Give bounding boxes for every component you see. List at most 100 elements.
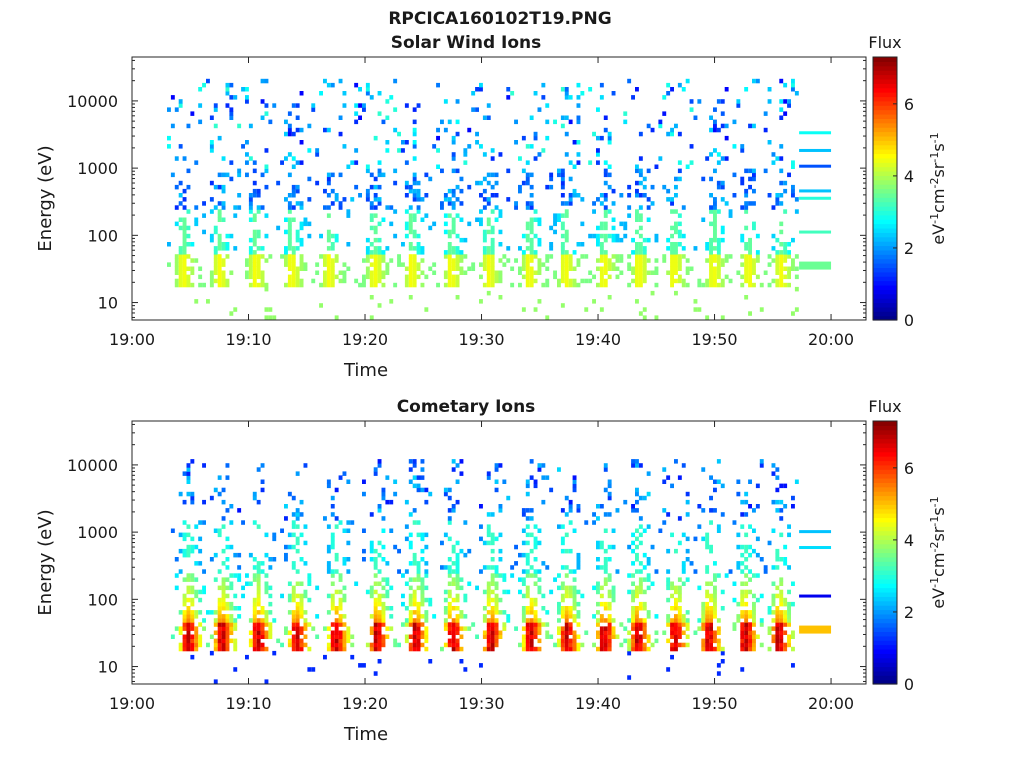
flux-cell bbox=[217, 569, 222, 574]
flux-cell bbox=[752, 622, 756, 627]
flux-cell bbox=[779, 581, 784, 586]
flux-cell bbox=[408, 282, 413, 288]
flux-cell bbox=[720, 659, 725, 664]
flux-cell bbox=[560, 213, 565, 218]
flux-cell bbox=[330, 512, 335, 517]
flux-cell bbox=[377, 266, 382, 271]
flux-cell bbox=[599, 246, 604, 251]
flux-cell bbox=[194, 205, 199, 210]
flux-cell bbox=[490, 148, 495, 153]
flux-cell bbox=[716, 282, 721, 288]
flux-cell bbox=[576, 258, 581, 263]
colorbar-segment bbox=[873, 460, 897, 466]
flux-cell bbox=[599, 95, 604, 100]
flux-cell bbox=[716, 459, 721, 464]
colorbar-segment bbox=[873, 464, 897, 470]
flux-cell bbox=[560, 626, 565, 631]
flux-cell bbox=[635, 491, 639, 497]
flux-cell bbox=[580, 278, 585, 284]
flux-cell bbox=[182, 197, 187, 202]
flux-cell bbox=[498, 504, 503, 509]
flux-cell bbox=[603, 282, 608, 288]
flux-cell bbox=[666, 548, 671, 554]
y-tick-label: 10000 bbox=[67, 92, 118, 111]
flux-cell bbox=[787, 242, 791, 247]
flux-cell bbox=[775, 622, 780, 627]
flux-cell bbox=[443, 532, 448, 538]
flux-cell bbox=[580, 221, 585, 227]
flux-cell bbox=[599, 593, 604, 599]
flux-cell bbox=[603, 548, 608, 554]
flux-cell bbox=[178, 266, 183, 271]
flux-cell bbox=[482, 565, 487, 570]
flux-cell bbox=[494, 618, 499, 623]
flux-cell bbox=[744, 242, 749, 247]
flux-cell bbox=[362, 491, 366, 497]
flux-cell bbox=[619, 642, 624, 648]
flux-cell bbox=[732, 193, 737, 198]
flux-cell bbox=[455, 573, 460, 578]
flux-cell bbox=[365, 254, 370, 259]
flux-cell bbox=[245, 99, 249, 104]
flux-cell bbox=[447, 630, 452, 635]
flux-cell bbox=[467, 127, 472, 133]
flux-cell bbox=[576, 262, 581, 267]
flux-cell bbox=[752, 188, 756, 194]
flux-cell bbox=[759, 593, 764, 599]
flux-cell bbox=[767, 193, 772, 198]
flux-cell bbox=[365, 82, 370, 88]
flux-cell bbox=[424, 544, 429, 550]
flux-cell bbox=[451, 467, 456, 472]
flux-cell bbox=[564, 152, 569, 157]
flux-cell bbox=[330, 573, 335, 578]
flux-cell bbox=[498, 242, 503, 247]
flux-cell bbox=[775, 618, 780, 623]
flux-cell bbox=[705, 630, 710, 635]
flux-cell bbox=[377, 552, 382, 558]
flux-cell bbox=[748, 246, 752, 251]
flux-cell bbox=[393, 491, 398, 497]
flux-cell bbox=[576, 622, 581, 627]
flux-cell bbox=[744, 262, 749, 267]
flux-cell bbox=[280, 528, 284, 533]
flux-cell bbox=[291, 184, 296, 190]
flux-cell bbox=[572, 577, 577, 582]
colorbar-segment bbox=[873, 561, 897, 567]
flux-cell bbox=[794, 274, 799, 280]
flux-cell bbox=[677, 221, 682, 227]
flux-cell bbox=[713, 201, 717, 206]
flux-cell bbox=[256, 577, 261, 582]
flux-cell bbox=[779, 278, 784, 284]
flux-cell bbox=[190, 499, 195, 505]
flux-cell bbox=[416, 103, 421, 108]
flux-cell bbox=[732, 172, 737, 178]
flux-cell bbox=[490, 278, 495, 284]
flux-cell bbox=[771, 626, 776, 631]
flux-cell bbox=[537, 237, 542, 243]
flux-cell bbox=[775, 254, 780, 259]
flux-cell bbox=[631, 540, 635, 546]
flux-cell bbox=[674, 176, 678, 182]
flux-cell bbox=[752, 262, 756, 267]
flux-cell bbox=[709, 581, 713, 586]
flux-cell bbox=[264, 622, 269, 627]
flux-cell bbox=[713, 278, 717, 284]
flux-cell bbox=[420, 467, 425, 472]
flux-cell bbox=[783, 483, 788, 489]
flux-cell bbox=[674, 123, 678, 129]
flux-cell bbox=[572, 278, 577, 284]
flux-cell bbox=[264, 552, 269, 558]
flux-cell bbox=[202, 229, 206, 235]
y-tick-label: 100 bbox=[87, 590, 118, 609]
flux-cell bbox=[451, 581, 456, 586]
flux-cell bbox=[299, 258, 304, 263]
flux-cell bbox=[373, 193, 378, 198]
flux-cell bbox=[677, 242, 682, 247]
flux-cell bbox=[455, 197, 460, 202]
flux-cell bbox=[202, 626, 206, 631]
flux-cell bbox=[674, 229, 678, 235]
flux-cell bbox=[455, 274, 460, 280]
flux-cell bbox=[635, 593, 639, 599]
flux-cell bbox=[217, 597, 222, 603]
flux-cell bbox=[755, 274, 760, 280]
